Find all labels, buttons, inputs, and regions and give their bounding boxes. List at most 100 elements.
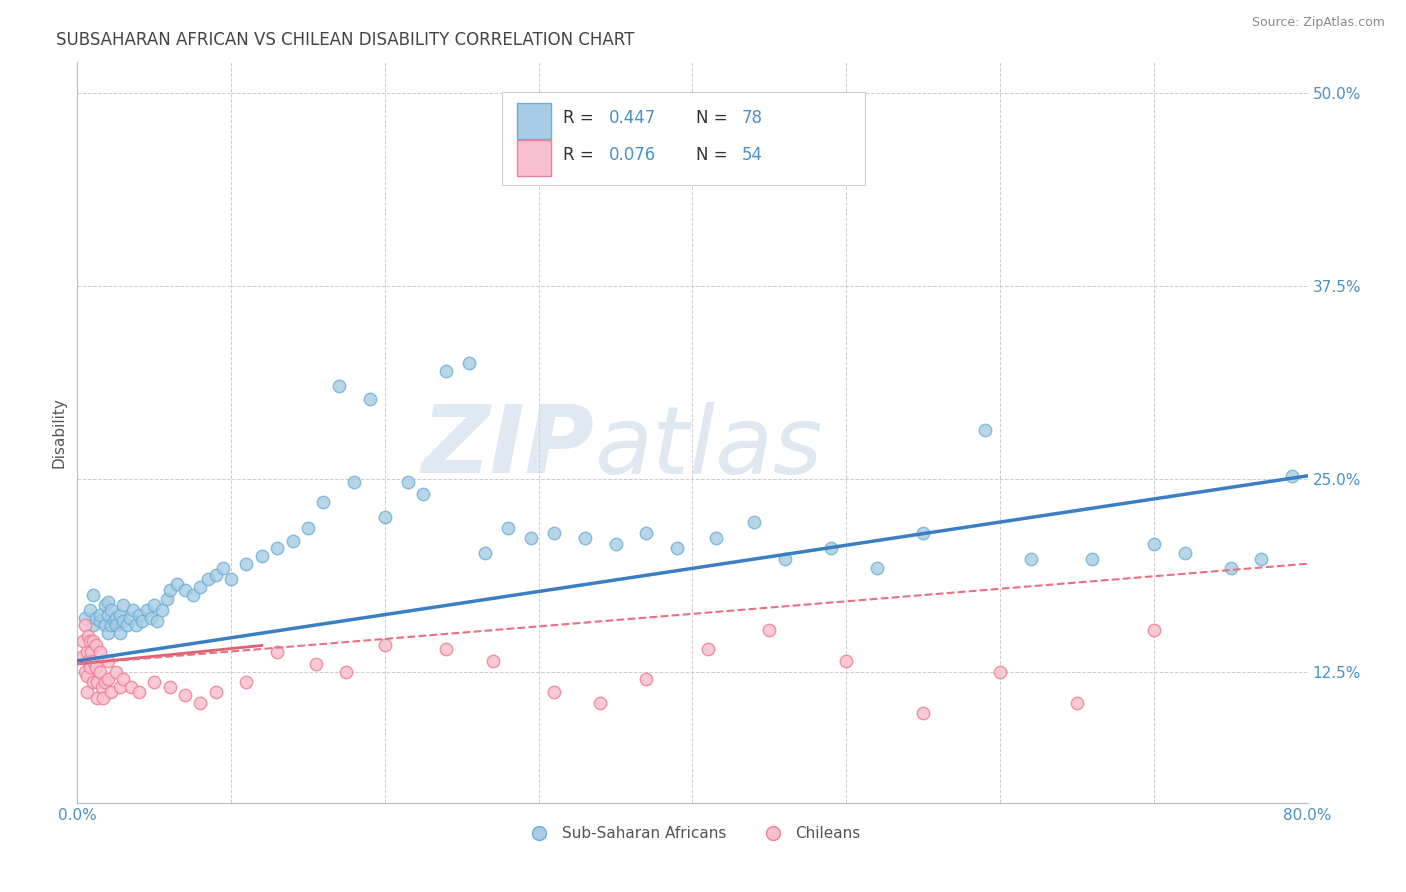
Point	[188, 696, 212, 710]
Point	[79, 633, 101, 648]
Point	[79, 603, 101, 617]
Point	[97, 626, 120, 640]
Point	[297, 521, 319, 535]
Point	[1174, 546, 1197, 560]
Point	[1250, 552, 1272, 566]
Point	[543, 685, 565, 699]
Point	[94, 675, 117, 690]
Point	[1219, 561, 1241, 575]
Point	[773, 552, 796, 566]
Point	[912, 706, 935, 721]
Point	[104, 618, 127, 632]
Point	[235, 557, 257, 571]
Point	[80, 645, 103, 659]
Point	[266, 645, 288, 659]
Point	[436, 641, 458, 656]
Point	[520, 531, 543, 545]
Point	[174, 582, 197, 597]
Point	[143, 599, 166, 613]
Point	[73, 611, 96, 625]
Point	[110, 626, 132, 640]
Point	[636, 525, 658, 540]
Point	[103, 614, 125, 628]
Point	[76, 685, 98, 699]
Point	[328, 379, 350, 393]
Point	[141, 611, 163, 625]
Point	[100, 603, 122, 617]
Point	[72, 633, 94, 648]
Point	[112, 673, 135, 687]
Point	[1019, 552, 1042, 566]
Point	[135, 603, 157, 617]
Point	[312, 495, 335, 509]
Point	[742, 515, 765, 529]
Point	[343, 475, 366, 489]
Text: ZIP: ZIP	[422, 401, 595, 493]
Point	[219, 572, 242, 586]
Point	[166, 576, 188, 591]
Point	[79, 660, 101, 674]
Point	[266, 541, 288, 556]
Point	[704, 531, 727, 545]
Point	[197, 572, 219, 586]
Point	[89, 665, 111, 679]
Point	[605, 536, 627, 550]
Point	[82, 675, 104, 690]
Point	[636, 673, 658, 687]
Point	[73, 665, 96, 679]
Point	[436, 364, 458, 378]
Point	[988, 665, 1011, 679]
Text: Source: ZipAtlas.com: Source: ZipAtlas.com	[1251, 16, 1385, 29]
Point	[97, 595, 120, 609]
Point	[696, 641, 718, 656]
Point	[115, 618, 138, 632]
Point	[1281, 468, 1303, 483]
Point	[496, 521, 519, 535]
Point	[72, 649, 94, 664]
Point	[97, 654, 120, 668]
FancyBboxPatch shape	[516, 103, 551, 138]
Point	[305, 657, 328, 671]
Point	[97, 607, 120, 622]
Point	[94, 599, 117, 613]
Point	[235, 675, 257, 690]
Point	[412, 487, 434, 501]
Text: 54: 54	[742, 146, 762, 164]
Text: R =: R =	[564, 146, 599, 164]
Point	[112, 614, 135, 628]
Point	[374, 510, 396, 524]
Point	[574, 531, 596, 545]
Point	[125, 618, 148, 632]
Point	[77, 654, 100, 668]
Point	[666, 541, 689, 556]
Point	[150, 603, 173, 617]
FancyBboxPatch shape	[502, 92, 865, 185]
Text: atlas: atlas	[595, 402, 823, 493]
Text: 78: 78	[742, 109, 762, 127]
Point	[84, 660, 107, 674]
Point	[146, 614, 169, 628]
Point	[1143, 536, 1166, 550]
Text: SUBSAHARAN AFRICAN VS CHILEAN DISABILITY CORRELATION CHART: SUBSAHARAN AFRICAN VS CHILEAN DISABILITY…	[56, 31, 634, 49]
Point	[1143, 623, 1166, 637]
Point	[481, 654, 503, 668]
Point	[835, 654, 858, 668]
Point	[281, 533, 304, 548]
Point	[84, 611, 107, 625]
Point	[131, 614, 153, 628]
Point	[820, 541, 842, 556]
Point	[335, 665, 357, 679]
Y-axis label: Disability: Disability	[51, 397, 66, 468]
Point	[86, 690, 108, 705]
Point	[758, 623, 780, 637]
Point	[204, 685, 226, 699]
Point	[94, 618, 117, 632]
Point	[82, 654, 104, 668]
Point	[100, 618, 122, 632]
Legend: Sub-Saharan Africans, Chileans: Sub-Saharan Africans, Chileans	[517, 820, 868, 847]
Text: R =: R =	[564, 109, 599, 127]
FancyBboxPatch shape	[516, 140, 551, 176]
Point	[128, 607, 150, 622]
Point	[543, 525, 565, 540]
Point	[159, 582, 181, 597]
